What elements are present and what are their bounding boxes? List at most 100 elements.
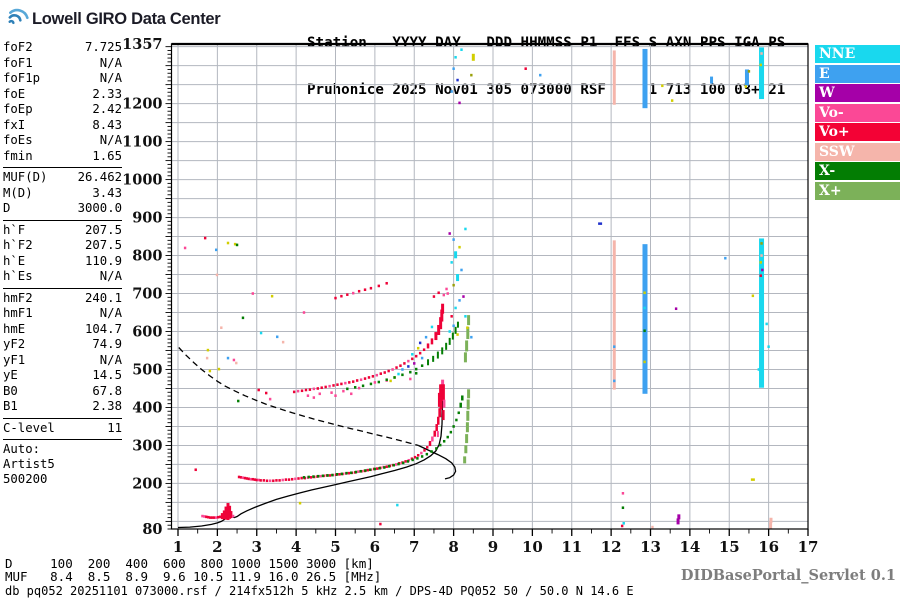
panel-divider bbox=[3, 167, 122, 168]
param-value: N/A bbox=[99, 55, 122, 70]
svg-text:12: 12 bbox=[601, 538, 622, 556]
param-value: N/A bbox=[99, 352, 122, 367]
param-label: hmF1 bbox=[3, 306, 33, 320]
svg-text:9: 9 bbox=[488, 538, 498, 556]
param-value: 110.9 bbox=[84, 253, 122, 268]
param-label: h`F2 bbox=[3, 238, 33, 252]
svg-text:5: 5 bbox=[330, 538, 340, 556]
svg-text:1200: 1200 bbox=[122, 96, 162, 113]
axis-labels: 1357120011001000900800700600500400300200… bbox=[122, 36, 818, 556]
param-label: h`Es bbox=[3, 269, 33, 283]
svg-text:11: 11 bbox=[561, 538, 582, 556]
muf-table-muf-row: MUF 8.4 8.5 8.9 9.6 10.5 11.9 16.0 26.5 … bbox=[5, 569, 382, 584]
svg-text:1: 1 bbox=[173, 538, 183, 556]
svg-text:3: 3 bbox=[252, 538, 262, 556]
svg-text:6: 6 bbox=[370, 538, 380, 556]
param-label: MUF(D) bbox=[3, 170, 48, 184]
param-row-hf2: h`F2 207.5 bbox=[3, 238, 122, 254]
param-label: foEp bbox=[3, 102, 33, 116]
legend-item-vo: Vo- bbox=[815, 103, 900, 122]
param-row-yf2: yF2 74.9 bbox=[3, 337, 122, 353]
svg-text:80: 80 bbox=[142, 521, 162, 538]
param-label: B1 bbox=[3, 399, 18, 413]
svg-text:1000: 1000 bbox=[122, 172, 162, 189]
svg-text:900: 900 bbox=[132, 210, 162, 227]
param-row-clevel: C-level 11 bbox=[3, 421, 122, 437]
param-row-mufd: MUF(D) 26.462 bbox=[3, 170, 122, 186]
svg-text:10: 10 bbox=[522, 538, 543, 556]
param-row-he: h`E 110.9 bbox=[3, 254, 122, 270]
param-label: hmF2 bbox=[3, 290, 33, 305]
param-row-hf: h`F 207.5 bbox=[3, 223, 122, 239]
svg-text:4: 4 bbox=[291, 538, 301, 556]
legend-item-ssw: SSW bbox=[815, 142, 900, 161]
param-label: M(D) bbox=[3, 185, 33, 200]
svg-text:400: 400 bbox=[132, 399, 162, 416]
param-value: 67.8 bbox=[92, 383, 122, 398]
param-row-hes: h`Es N/A bbox=[3, 269, 122, 285]
param-row-ye: yE 14.5 bbox=[3, 368, 122, 384]
rfi-bands bbox=[612, 47, 765, 394]
param-value: 2.33 bbox=[92, 86, 122, 101]
param-row-d: D 3000.0 bbox=[3, 201, 122, 217]
svg-text:14: 14 bbox=[679, 538, 700, 556]
param-label: hmE bbox=[3, 321, 26, 336]
svg-text:500: 500 bbox=[132, 361, 162, 378]
param-value: 104.7 bbox=[84, 321, 122, 336]
param-row-b1: B1 2.38 bbox=[3, 399, 122, 415]
param-label: yF1 bbox=[3, 352, 26, 367]
servlet-version-label: DIDBasePortal_Servlet 0.1 bbox=[680, 567, 896, 584]
param-value: N/A bbox=[99, 306, 122, 320]
panel-divider bbox=[3, 287, 122, 289]
param-label: foE bbox=[3, 86, 26, 101]
svg-text:17: 17 bbox=[798, 538, 819, 556]
svg-text:800: 800 bbox=[132, 248, 162, 265]
auto-scaler-label: 500200 bbox=[3, 472, 48, 486]
param-label: foF1p bbox=[3, 71, 41, 85]
param-value: 207.5 bbox=[84, 222, 122, 237]
param-value: N/A bbox=[99, 71, 122, 85]
logo-text: Lowell GIRO Data Center bbox=[32, 9, 221, 28]
param-value: 240.1 bbox=[84, 290, 122, 305]
param-label: C-level bbox=[3, 420, 55, 435]
param-row-hmf1: hmF1 N/A bbox=[3, 306, 122, 322]
svg-text:200: 200 bbox=[132, 475, 162, 492]
param-value: 3000.0 bbox=[77, 201, 122, 215]
chart-gridlines bbox=[171, 44, 809, 529]
legend-item-w: W bbox=[815, 84, 900, 102]
svg-text:13: 13 bbox=[640, 538, 661, 556]
direction-legend: NNE E W Vo- Vo+ SSW X- X+ bbox=[815, 45, 900, 201]
param-value: 11 bbox=[107, 420, 122, 435]
wifi-arcs-icon bbox=[6, 4, 30, 34]
param-row-yf1: yF1 N/A bbox=[3, 353, 122, 369]
legend-item-x: X- bbox=[815, 162, 900, 180]
parameter-panel: foF2 7.725 foF1 N/A foF1p N/A foE 2.33 foEp 2.42 f… bbox=[3, 40, 122, 487]
param-value: 2.38 bbox=[92, 399, 122, 413]
param-value: 8.43 bbox=[92, 117, 122, 132]
param-label: D bbox=[3, 201, 11, 215]
param-row-hme: hmE 104.7 bbox=[3, 322, 122, 338]
svg-text:8: 8 bbox=[448, 538, 458, 556]
param-label: fxI bbox=[3, 117, 26, 132]
param-value: 3.43 bbox=[92, 185, 122, 200]
param-row-fxi: fxI 8.43 bbox=[3, 118, 122, 134]
param-value: 7.725 bbox=[84, 40, 122, 54]
svg-text:2: 2 bbox=[212, 538, 222, 556]
param-row-b0: B0 67.8 bbox=[3, 384, 122, 400]
param-value: 207.5 bbox=[84, 238, 122, 252]
param-label: h`E bbox=[3, 253, 26, 268]
param-label: yE bbox=[3, 368, 18, 382]
svg-text:700: 700 bbox=[132, 286, 162, 303]
param-row-fmin: fmin 1.65 bbox=[3, 149, 122, 165]
panel-divider bbox=[3, 219, 122, 221]
param-row-fof2: foF2 7.725 bbox=[3, 40, 122, 56]
param-value: N/A bbox=[99, 269, 122, 283]
param-row-fof1p: foF1p N/A bbox=[3, 71, 122, 87]
svg-text:7: 7 bbox=[409, 538, 419, 556]
param-label: fmin bbox=[3, 148, 33, 163]
auto-scaler-label: Artist5 bbox=[3, 457, 55, 471]
svg-text:1100: 1100 bbox=[122, 134, 162, 151]
svg-text:600: 600 bbox=[132, 324, 162, 341]
muf-table-distance-row: D 100 200 400 600 800 1000 1500 3000 [km… bbox=[5, 556, 374, 571]
